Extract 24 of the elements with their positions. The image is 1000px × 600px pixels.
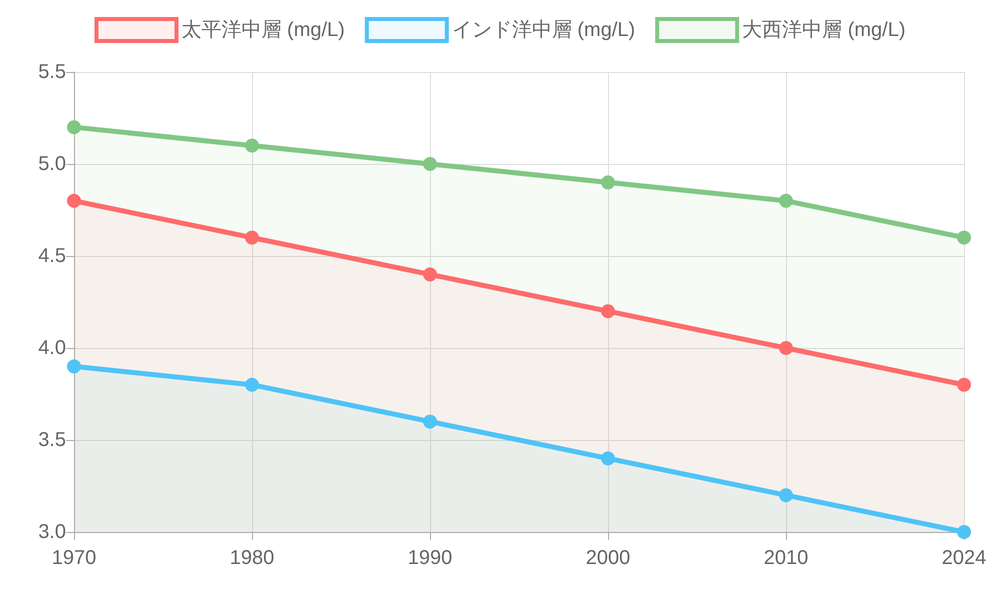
point: [67, 359, 81, 374]
point: [601, 451, 615, 466]
legend-label: 太平洋中層 (mg/L): [181, 19, 345, 41]
x-tick-label: 2000: [586, 547, 630, 569]
point: [423, 414, 437, 429]
y-tick-label: 4.0: [38, 337, 66, 359]
x-tick-label: 1990: [408, 547, 452, 569]
y-tick-label: 3.5: [38, 429, 66, 451]
y-tick-label: 5.5: [38, 61, 66, 83]
point: [601, 304, 615, 318]
legend-label: インド洋中層 (mg/L): [452, 19, 636, 41]
x-tick-label: 1980: [230, 547, 274, 569]
y-tick-label: 5.0: [38, 153, 66, 175]
x-tick-label: 2024: [942, 547, 986, 569]
point: [423, 267, 437, 282]
point: [245, 378, 259, 392]
point: [957, 378, 971, 392]
x-tick-label: 1970: [52, 547, 96, 569]
y-tick-label: 3.0: [38, 521, 66, 543]
x-tick-label: 2010: [764, 547, 808, 569]
y-tick-label: 4.5: [38, 245, 66, 267]
legend-label: 大西洋中層 (mg/L): [742, 19, 906, 41]
point: [779, 488, 793, 502]
point: [779, 341, 793, 355]
